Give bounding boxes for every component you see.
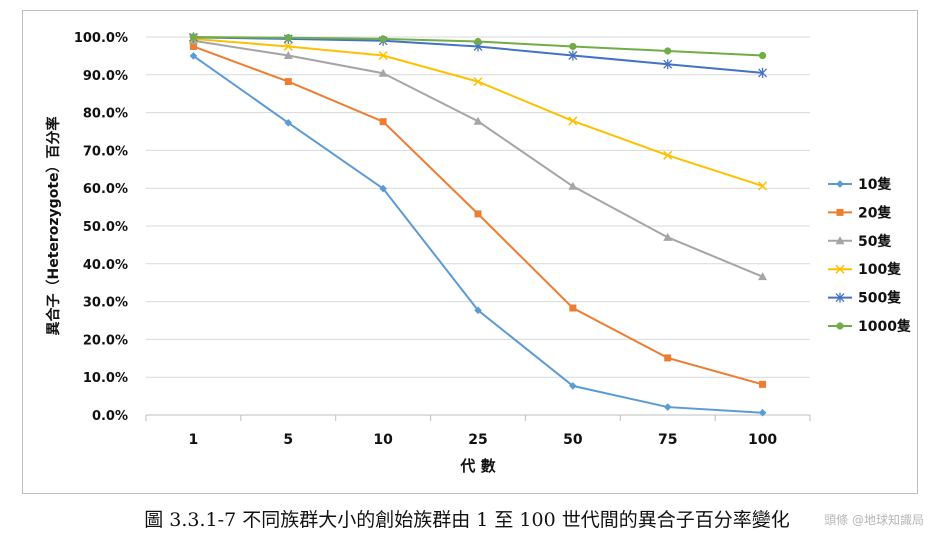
data-point [758, 408, 767, 417]
data-point [663, 150, 673, 160]
x-axis-title: 代 數 [459, 457, 495, 475]
y-tick-label: 50.0% [83, 220, 128, 235]
x-tick-label: 50 [563, 432, 583, 448]
data-point-stroke [473, 77, 483, 87]
legend-item: 1000隻 [828, 318, 911, 335]
data-point [759, 380, 767, 388]
y-tick-label: 90.0% [83, 69, 128, 84]
data-point [474, 306, 482, 315]
series [189, 52, 767, 417]
data-point [568, 116, 578, 126]
legend: 10隻 20隻 50隻 100隻 500隻 1000隻 [828, 176, 911, 335]
legend-label: 1000隻 [858, 318, 911, 335]
data-point [835, 236, 845, 245]
y-tick-label: 70.0% [83, 144, 128, 159]
data-point [473, 77, 483, 87]
legend-label: 50隻 [858, 233, 891, 250]
data-point [379, 118, 387, 126]
chart-frame [22, 10, 918, 494]
y-tick-label: 60.0% [83, 182, 128, 197]
series [188, 36, 768, 281]
data-point [758, 272, 768, 281]
legend-item: 50隻 [828, 233, 891, 250]
x-tick-label: 25 [468, 432, 487, 448]
data-point [663, 232, 673, 241]
data-point [568, 181, 578, 190]
legend-label: 20隻 [858, 204, 891, 221]
data-point [283, 51, 293, 60]
x-tick-label: 1 [189, 432, 199, 448]
data-point [284, 34, 292, 42]
data-point [664, 354, 672, 362]
x-tick-label: 100 [748, 432, 777, 448]
y-axis-title: 異合子（Heterozygote）百分率 [45, 116, 62, 335]
data-point [379, 35, 387, 43]
data-point [758, 51, 767, 60]
data-point [284, 119, 293, 127]
data-point [189, 42, 197, 50]
legend-item: 10隻 [828, 176, 891, 193]
data-point [836, 180, 844, 188]
data-point [378, 50, 388, 61]
data-point [284, 78, 292, 86]
x-tick-label: 5 [283, 432, 293, 448]
data-point [758, 181, 768, 191]
data-point [378, 68, 388, 77]
data-point [283, 41, 293, 51]
data-point [663, 403, 672, 411]
data-point [663, 59, 673, 70]
data-point-stroke [568, 116, 578, 126]
x-tick-label: 75 [658, 432, 677, 448]
data-point [835, 264, 845, 274]
data-point [664, 47, 672, 55]
data-point [474, 210, 482, 218]
data-point [189, 33, 198, 41]
data-point [569, 382, 577, 390]
legend-label: 100隻 [858, 261, 901, 278]
y-tick-label: 10.0% [83, 371, 128, 386]
data-point [569, 304, 577, 312]
data-point-stroke [378, 50, 388, 61]
legend-item: 500隻 [828, 290, 901, 307]
y-tick-label: 80.0% [83, 107, 128, 122]
legend-label: 500隻 [858, 290, 901, 307]
data-point [758, 67, 768, 78]
y-tick-label: 0.0% [92, 409, 128, 424]
data-point [474, 37, 482, 46]
series-line [192, 55, 763, 414]
y-tick-label: 20.0% [83, 333, 128, 348]
y-tick-label: 40.0% [83, 258, 128, 273]
y-tick-label: 30.0% [83, 296, 128, 311]
data-point [835, 292, 845, 303]
series [189, 33, 767, 60]
series-lines [188, 32, 768, 417]
grid-lines [146, 36, 810, 378]
data-point-stroke [835, 264, 845, 274]
legend-label: 10隻 [858, 176, 891, 193]
data-point [473, 116, 483, 125]
legend-item: 100隻 [828, 261, 901, 278]
data-point-stroke [283, 41, 293, 51]
x-tick-label: 10 [373, 432, 393, 448]
watermark: 頭條 @地球知識局 [824, 513, 924, 527]
data-point [568, 50, 578, 61]
data-point-stroke [663, 150, 673, 160]
y-tick-label: 100.0% [74, 31, 128, 46]
series [189, 42, 767, 388]
data-point-stroke [758, 181, 768, 191]
line-chart: 0.0% 10.0% 20.0% 30.0% 40.0% 50.0% 60.0% 70.0% 8… [45, 31, 911, 475]
legend-item: 20隻 [828, 204, 891, 221]
data-point [836, 322, 844, 330]
figure-caption: 圖 3.3.1-7 不同族群大小的創始族群由 1 至 100 世代間的異合子百分… [144, 509, 790, 531]
data-point [379, 184, 387, 193]
data-point [836, 208, 844, 216]
axes: 0.0% 10.0% 20.0% 30.0% 40.0% 50.0% 60.0% 70.0% 8… [74, 31, 811, 448]
data-point [189, 52, 198, 60]
data-point [569, 42, 577, 51]
